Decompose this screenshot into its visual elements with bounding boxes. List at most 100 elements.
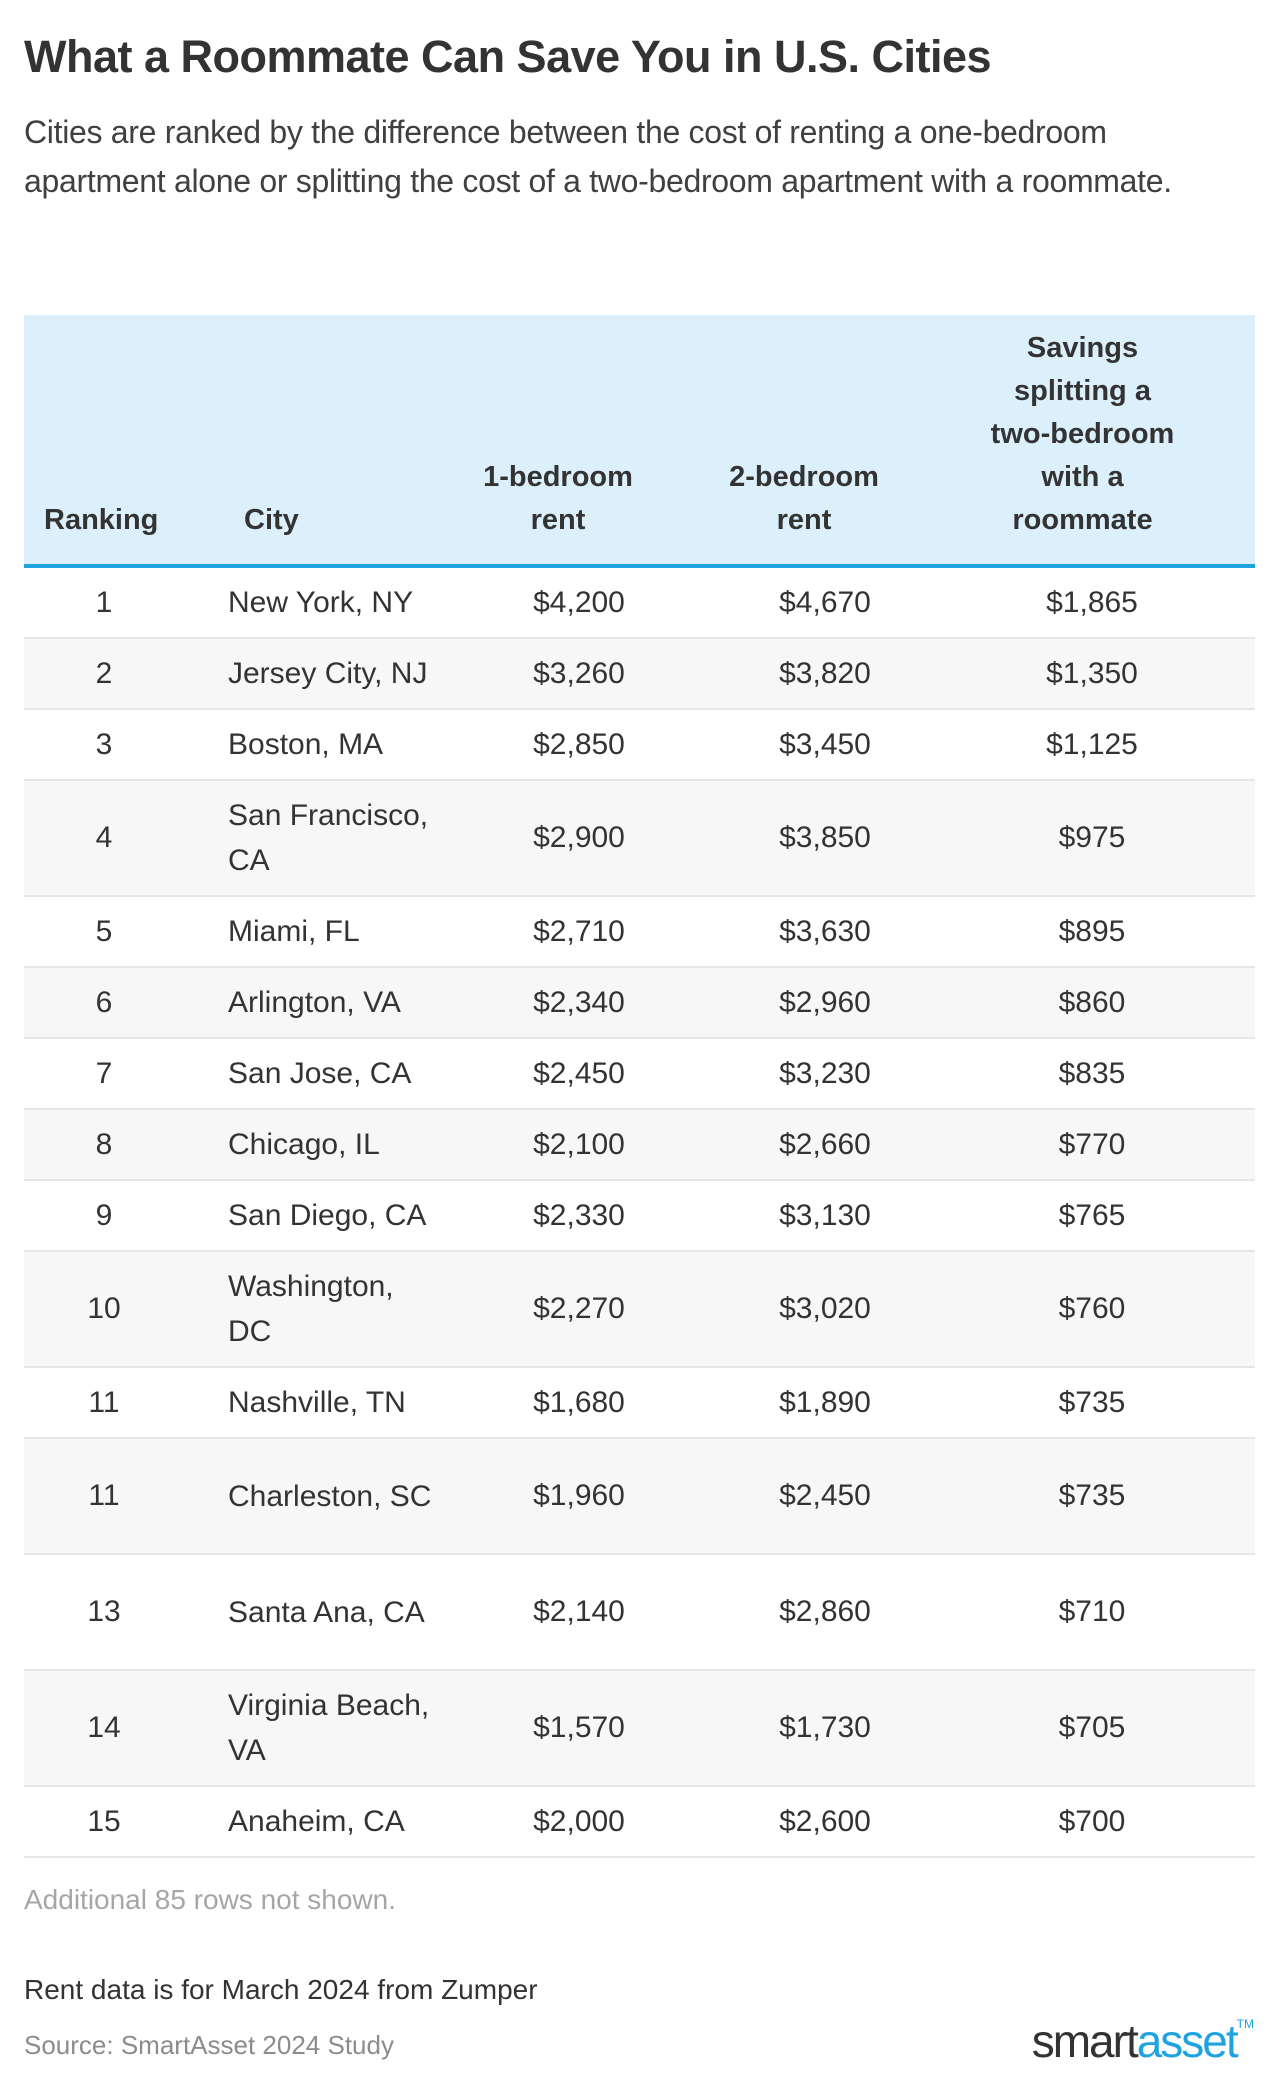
- rank-cell: 1: [95, 585, 113, 619]
- one-bedroom-rent-cell: $3,260: [533, 656, 625, 690]
- rank-cell: 11: [88, 1479, 120, 1512]
- table-row: 5 Miami, FL $2,710 $3,630 $895: [24, 897, 1255, 968]
- two-bedroom-rent-cell: $2,600: [779, 1804, 871, 1838]
- one-bedroom-rent-cell: $2,000: [533, 1804, 625, 1838]
- source-note: Source: SmartAsset 2024 Study: [24, 2030, 394, 2060]
- city-cell: San Diego, CA: [228, 1199, 427, 1232]
- rank-cell: 7: [95, 1056, 113, 1090]
- one-bedroom-rent-cell: $2,340: [533, 985, 625, 1019]
- city-cell: Virginia Beach, VA: [228, 1689, 430, 1767]
- one-bedroom-rent-cell: $2,330: [533, 1198, 625, 1232]
- savings-cell: $1,125: [1046, 727, 1138, 761]
- column-header-1br-rent: 1-bedroom rent: [483, 461, 633, 536]
- savings-cell: $1,350: [1046, 656, 1138, 690]
- one-bedroom-rent-cell: $4,200: [533, 585, 625, 619]
- one-bedroom-rent-cell: $1,960: [533, 1479, 625, 1512]
- table-row: 4 San Francisco, CA $2,900 $3,850 $975: [24, 781, 1255, 897]
- savings-cell: $705: [1058, 1711, 1126, 1744]
- table-header: Ranking City 1-bedroom rent 2-bedroom re…: [24, 315, 1255, 568]
- table-row: 15 Anaheim, CA $2,000 $2,600 $700: [24, 1787, 1255, 1858]
- savings-cell: $760: [1058, 1292, 1126, 1325]
- page-title: What a Roommate Can Save You in U.S. Cit…: [24, 31, 992, 82]
- two-bedroom-rent-cell: $1,730: [779, 1711, 871, 1744]
- city-cell: Washington, DC: [228, 1270, 394, 1348]
- column-header-city: City: [244, 504, 299, 536]
- savings-cell: $765: [1058, 1198, 1126, 1232]
- city-cell: San Jose, CA: [228, 1057, 412, 1090]
- rent-data-note: Rent data is for March 2024 from Zumper: [24, 1974, 538, 2005]
- savings-cell: $735: [1058, 1479, 1126, 1512]
- savings-cell: $1,865: [1046, 585, 1138, 619]
- rank-cell: 14: [87, 1711, 121, 1744]
- rank-cell: 5: [95, 914, 113, 948]
- table-body: 1 New York, NY $4,200 $4,670 $1,865 2 Jersey C…: [24, 568, 1255, 1858]
- table-row: 11 Nashville, TN $1,680 $1,890 $735: [24, 1368, 1255, 1439]
- two-bedroom-rent-cell: $2,660: [779, 1127, 871, 1161]
- rank-cell: 15: [87, 1804, 121, 1838]
- one-bedroom-rent-cell: $2,100: [533, 1127, 625, 1161]
- one-bedroom-rent-cell: $2,900: [533, 821, 625, 854]
- city-cell: San Francisco, CA: [228, 799, 429, 877]
- two-bedroom-rent-cell: $2,960: [779, 985, 871, 1019]
- one-bedroom-rent-cell: $1,680: [533, 1385, 625, 1419]
- smartasset-logo: smartassetTM: [1032, 2018, 1254, 2064]
- two-bedroom-rent-cell: $3,130: [779, 1198, 871, 1232]
- logo-asset: asset: [1136, 2015, 1239, 2067]
- two-bedroom-rent-cell: $2,860: [779, 1595, 871, 1628]
- two-bedroom-rent-cell: $3,230: [779, 1056, 871, 1090]
- table-row: 14 Virginia Beach, VA $1,570 $1,730 $705: [24, 1671, 1255, 1787]
- city-cell: Arlington, VA: [228, 986, 401, 1019]
- two-bedroom-rent-cell: $3,820: [779, 656, 871, 690]
- city-cell: Miami, FL: [228, 915, 360, 948]
- one-bedroom-rent-cell: $2,140: [533, 1595, 625, 1628]
- rank-cell: 13: [87, 1595, 121, 1628]
- one-bedroom-rent-cell: $2,850: [533, 727, 625, 761]
- city-cell: Nashville, TN: [228, 1386, 406, 1419]
- rank-cell: 10: [87, 1292, 121, 1325]
- city-cell: Boston, MA: [228, 728, 384, 761]
- city-cell: Jersey City, NJ: [228, 657, 428, 690]
- savings-cell: $860: [1058, 985, 1126, 1019]
- rank-cell: 2: [95, 656, 113, 690]
- column-header-savings: Savings splitting a two-bedroom with a r…: [990, 332, 1175, 536]
- table-row: 7 San Jose, CA $2,450 $3,230 $835: [24, 1039, 1255, 1110]
- rank-cell: 6: [95, 985, 113, 1019]
- savings-cell: $700: [1058, 1804, 1126, 1838]
- table-row: 1 New York, NY $4,200 $4,670 $1,865: [24, 568, 1255, 639]
- additional-rows-note: Additional 85 rows not shown.: [24, 1884, 396, 1915]
- two-bedroom-rent-cell: $1,890: [779, 1385, 871, 1419]
- city-cell: Charleston, SC: [228, 1479, 432, 1513]
- page-subtitle: Cities are ranked by the difference betw…: [24, 114, 1172, 199]
- rank-cell: 3: [95, 727, 113, 761]
- savings-cell: $735: [1058, 1385, 1126, 1419]
- savings-cell: $975: [1058, 821, 1126, 854]
- one-bedroom-rent-cell: $2,270: [533, 1292, 625, 1325]
- rank-cell: 8: [95, 1127, 113, 1161]
- table-row: 3 Boston, MA $2,850 $3,450 $1,125: [24, 710, 1255, 781]
- savings-cell: $835: [1058, 1056, 1126, 1090]
- column-header-ranking: Ranking: [44, 504, 159, 536]
- table-row: 10 Washington, DC $2,270 $3,020 $760: [24, 1252, 1255, 1368]
- two-bedroom-rent-cell: $3,450: [779, 727, 871, 761]
- city-cell: Anaheim, CA: [228, 1805, 405, 1838]
- logo-smart: smart: [1031, 2015, 1139, 2067]
- two-bedroom-rent-cell: $3,630: [779, 914, 871, 948]
- city-cell: New York, NY: [228, 586, 414, 619]
- one-bedroom-rent-cell: $2,450: [533, 1056, 625, 1090]
- table-row: 11 Charleston, SC $1,960 $2,450 $735: [24, 1439, 1255, 1555]
- rank-cell: 4: [95, 821, 113, 854]
- two-bedroom-rent-cell: $4,670: [779, 585, 871, 619]
- two-bedroom-rent-cell: $3,020: [779, 1292, 871, 1325]
- city-cell: Chicago, IL: [228, 1128, 380, 1161]
- column-header-2br-rent: 2-bedroom rent: [729, 461, 879, 536]
- two-bedroom-rent-cell: $3,850: [779, 821, 871, 854]
- table-row: 8 Chicago, IL $2,100 $2,660 $770: [24, 1110, 1255, 1181]
- table-row: 9 San Diego, CA $2,330 $3,130 $765: [24, 1181, 1255, 1252]
- table-row: 13 Santa Ana, CA $2,140 $2,860 $710: [24, 1555, 1255, 1671]
- rank-cell: 11: [88, 1385, 120, 1419]
- table-row: 6 Arlington, VA $2,340 $2,960 $860: [24, 968, 1255, 1039]
- logo-trademark: TM: [1236, 2017, 1254, 2031]
- savings-cell: $895: [1058, 914, 1126, 948]
- table-row: 2 Jersey City, NJ $3,260 $3,820 $1,350: [24, 639, 1255, 710]
- savings-cell: $770: [1058, 1127, 1126, 1161]
